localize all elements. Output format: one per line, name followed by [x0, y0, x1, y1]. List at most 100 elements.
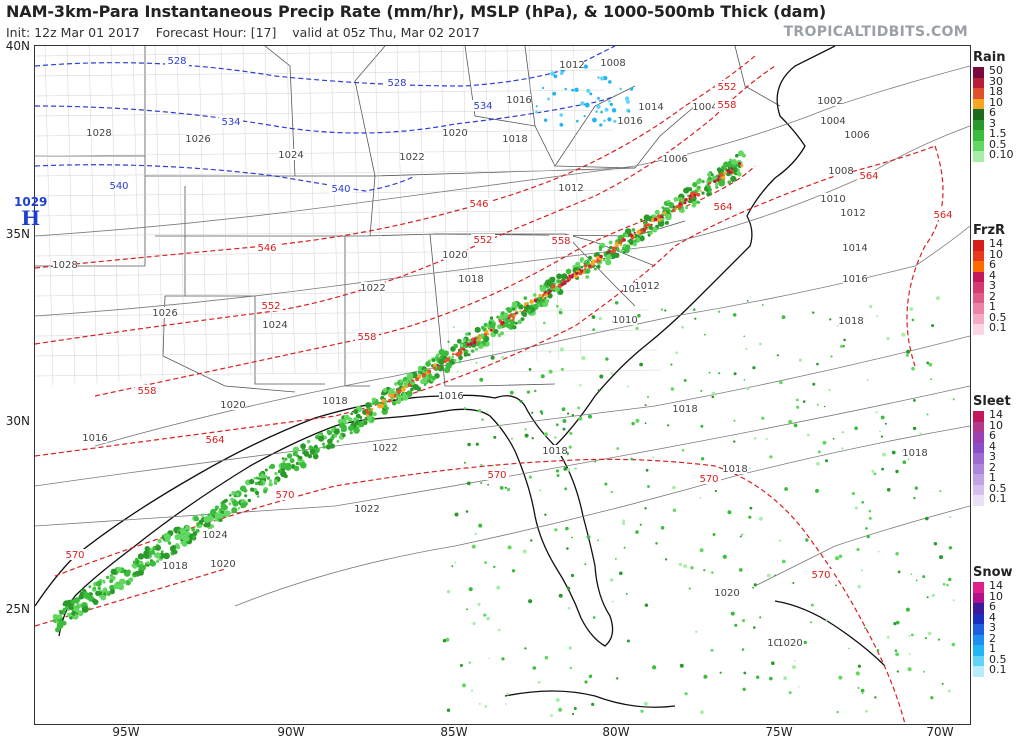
precip-cell — [741, 153, 747, 158]
precip-cell — [497, 315, 503, 321]
precip-cell — [347, 417, 353, 422]
legend-row: 6 — [973, 258, 1024, 272]
precip-cell — [463, 461, 466, 464]
precip-cell — [672, 485, 676, 490]
precip-cell — [466, 343, 470, 347]
precip-cell — [911, 633, 914, 637]
precip-cell — [805, 538, 809, 542]
precip-cell — [911, 366, 915, 371]
precip-cell — [897, 570, 901, 574]
precip-cell — [594, 460, 596, 463]
precip-cell — [693, 308, 696, 311]
legend-value: 6 — [989, 258, 996, 271]
precip-cell — [738, 162, 741, 165]
precip-cell — [711, 395, 715, 399]
thickness-label-blue: 540 — [109, 181, 128, 192]
legend-value: 6 — [989, 106, 996, 119]
legend-swatch — [973, 313, 984, 324]
thickness-label-red-bg — [255, 242, 279, 253]
thickness-label-red: 570 — [275, 490, 294, 501]
precip-cell — [718, 372, 721, 375]
precip-cell — [341, 433, 346, 438]
precip-cell — [231, 507, 238, 514]
precip-cell — [451, 355, 455, 359]
precip-cell — [515, 312, 518, 315]
precip-cell — [312, 453, 319, 460]
brand-watermark: TROPICALTIDBITS.COM — [783, 24, 968, 40]
precip-cell — [722, 554, 727, 559]
precip-cell — [524, 433, 529, 438]
precip-cell — [506, 307, 513, 313]
precip-cell — [710, 173, 714, 177]
legend-swatch — [973, 634, 984, 645]
legend-value: 3 — [989, 621, 996, 634]
precip-cell — [806, 433, 810, 437]
legend-row: 1 — [973, 472, 1024, 485]
precip-cell — [321, 442, 325, 446]
legend-frzr-title: FrzR — [973, 223, 1006, 238]
precip-cell — [664, 220, 669, 225]
precip-cell — [490, 355, 495, 360]
precip-cell — [684, 692, 688, 696]
precip-cell — [575, 271, 578, 275]
precip-cell — [599, 254, 603, 259]
precip-cell — [699, 548, 704, 553]
precip-cell — [157, 538, 162, 544]
precip-cell — [92, 599, 99, 605]
precip-cell — [574, 274, 579, 278]
precip-cell — [78, 594, 84, 600]
precip-cell — [533, 298, 538, 303]
legend-swatch — [973, 463, 984, 474]
precip-cell — [679, 663, 684, 668]
precip-cell — [832, 437, 835, 440]
precip-cell — [372, 411, 377, 417]
precip-cell — [613, 119, 617, 123]
legend-rain: Rain 50 30 18 10 6 3 1.5 0.5 0.10 — [973, 50, 1024, 162]
precip-cell — [856, 547, 860, 552]
precip-cell — [556, 474, 560, 477]
legend-value: 3 — [989, 279, 996, 292]
precip-cell — [507, 545, 512, 550]
weather-map[interactable]: 1008 1012 1016 1014 1004 1016 1020 1018 1022 1012… — [34, 45, 971, 725]
precip-cell — [665, 558, 668, 561]
forecast-hour: Forecast Hour: [17] — [155, 25, 277, 40]
precip-cell — [640, 709, 644, 713]
precip-cell — [609, 245, 613, 250]
precip-cell — [638, 235, 645, 242]
precip-cell — [854, 506, 858, 510]
precip-cell — [865, 527, 868, 530]
precip-cell — [532, 666, 537, 670]
precip-cell — [240, 485, 247, 492]
precip-cell — [708, 371, 711, 374]
precip-cell — [465, 510, 469, 513]
precip-cell — [550, 276, 556, 283]
precip-cell — [385, 406, 389, 410]
thickness-label-red: 558 — [137, 386, 156, 397]
precip-cell — [699, 189, 702, 192]
thickness-label-red: 564 — [933, 210, 952, 221]
precip-cell — [534, 389, 537, 393]
precip-cell — [128, 577, 133, 582]
legend-value: 4 — [989, 610, 996, 624]
thickness-label-red: 558 — [717, 100, 736, 111]
precip-cell — [388, 398, 392, 403]
precip-cell — [116, 566, 122, 573]
precip-cell — [478, 702, 481, 705]
precip-cell — [552, 287, 555, 290]
precip-cell — [624, 96, 630, 101]
precip-cell — [63, 600, 70, 607]
legend-value: 6 — [989, 600, 996, 613]
isobar-label-bg — [203, 529, 227, 540]
precip-cell — [825, 459, 828, 463]
legend-swatch — [973, 484, 984, 495]
precip-cell — [556, 273, 562, 280]
isobar-label-bg — [663, 153, 687, 164]
precip-cell — [575, 261, 581, 268]
isobar-label: 1022 — [372, 443, 397, 454]
precip-cell — [482, 336, 486, 340]
precip-cell — [644, 507, 647, 510]
precip-cell — [154, 552, 161, 559]
precip-cell — [700, 389, 703, 392]
precip-cell — [427, 369, 431, 373]
precip-cell — [635, 530, 639, 534]
